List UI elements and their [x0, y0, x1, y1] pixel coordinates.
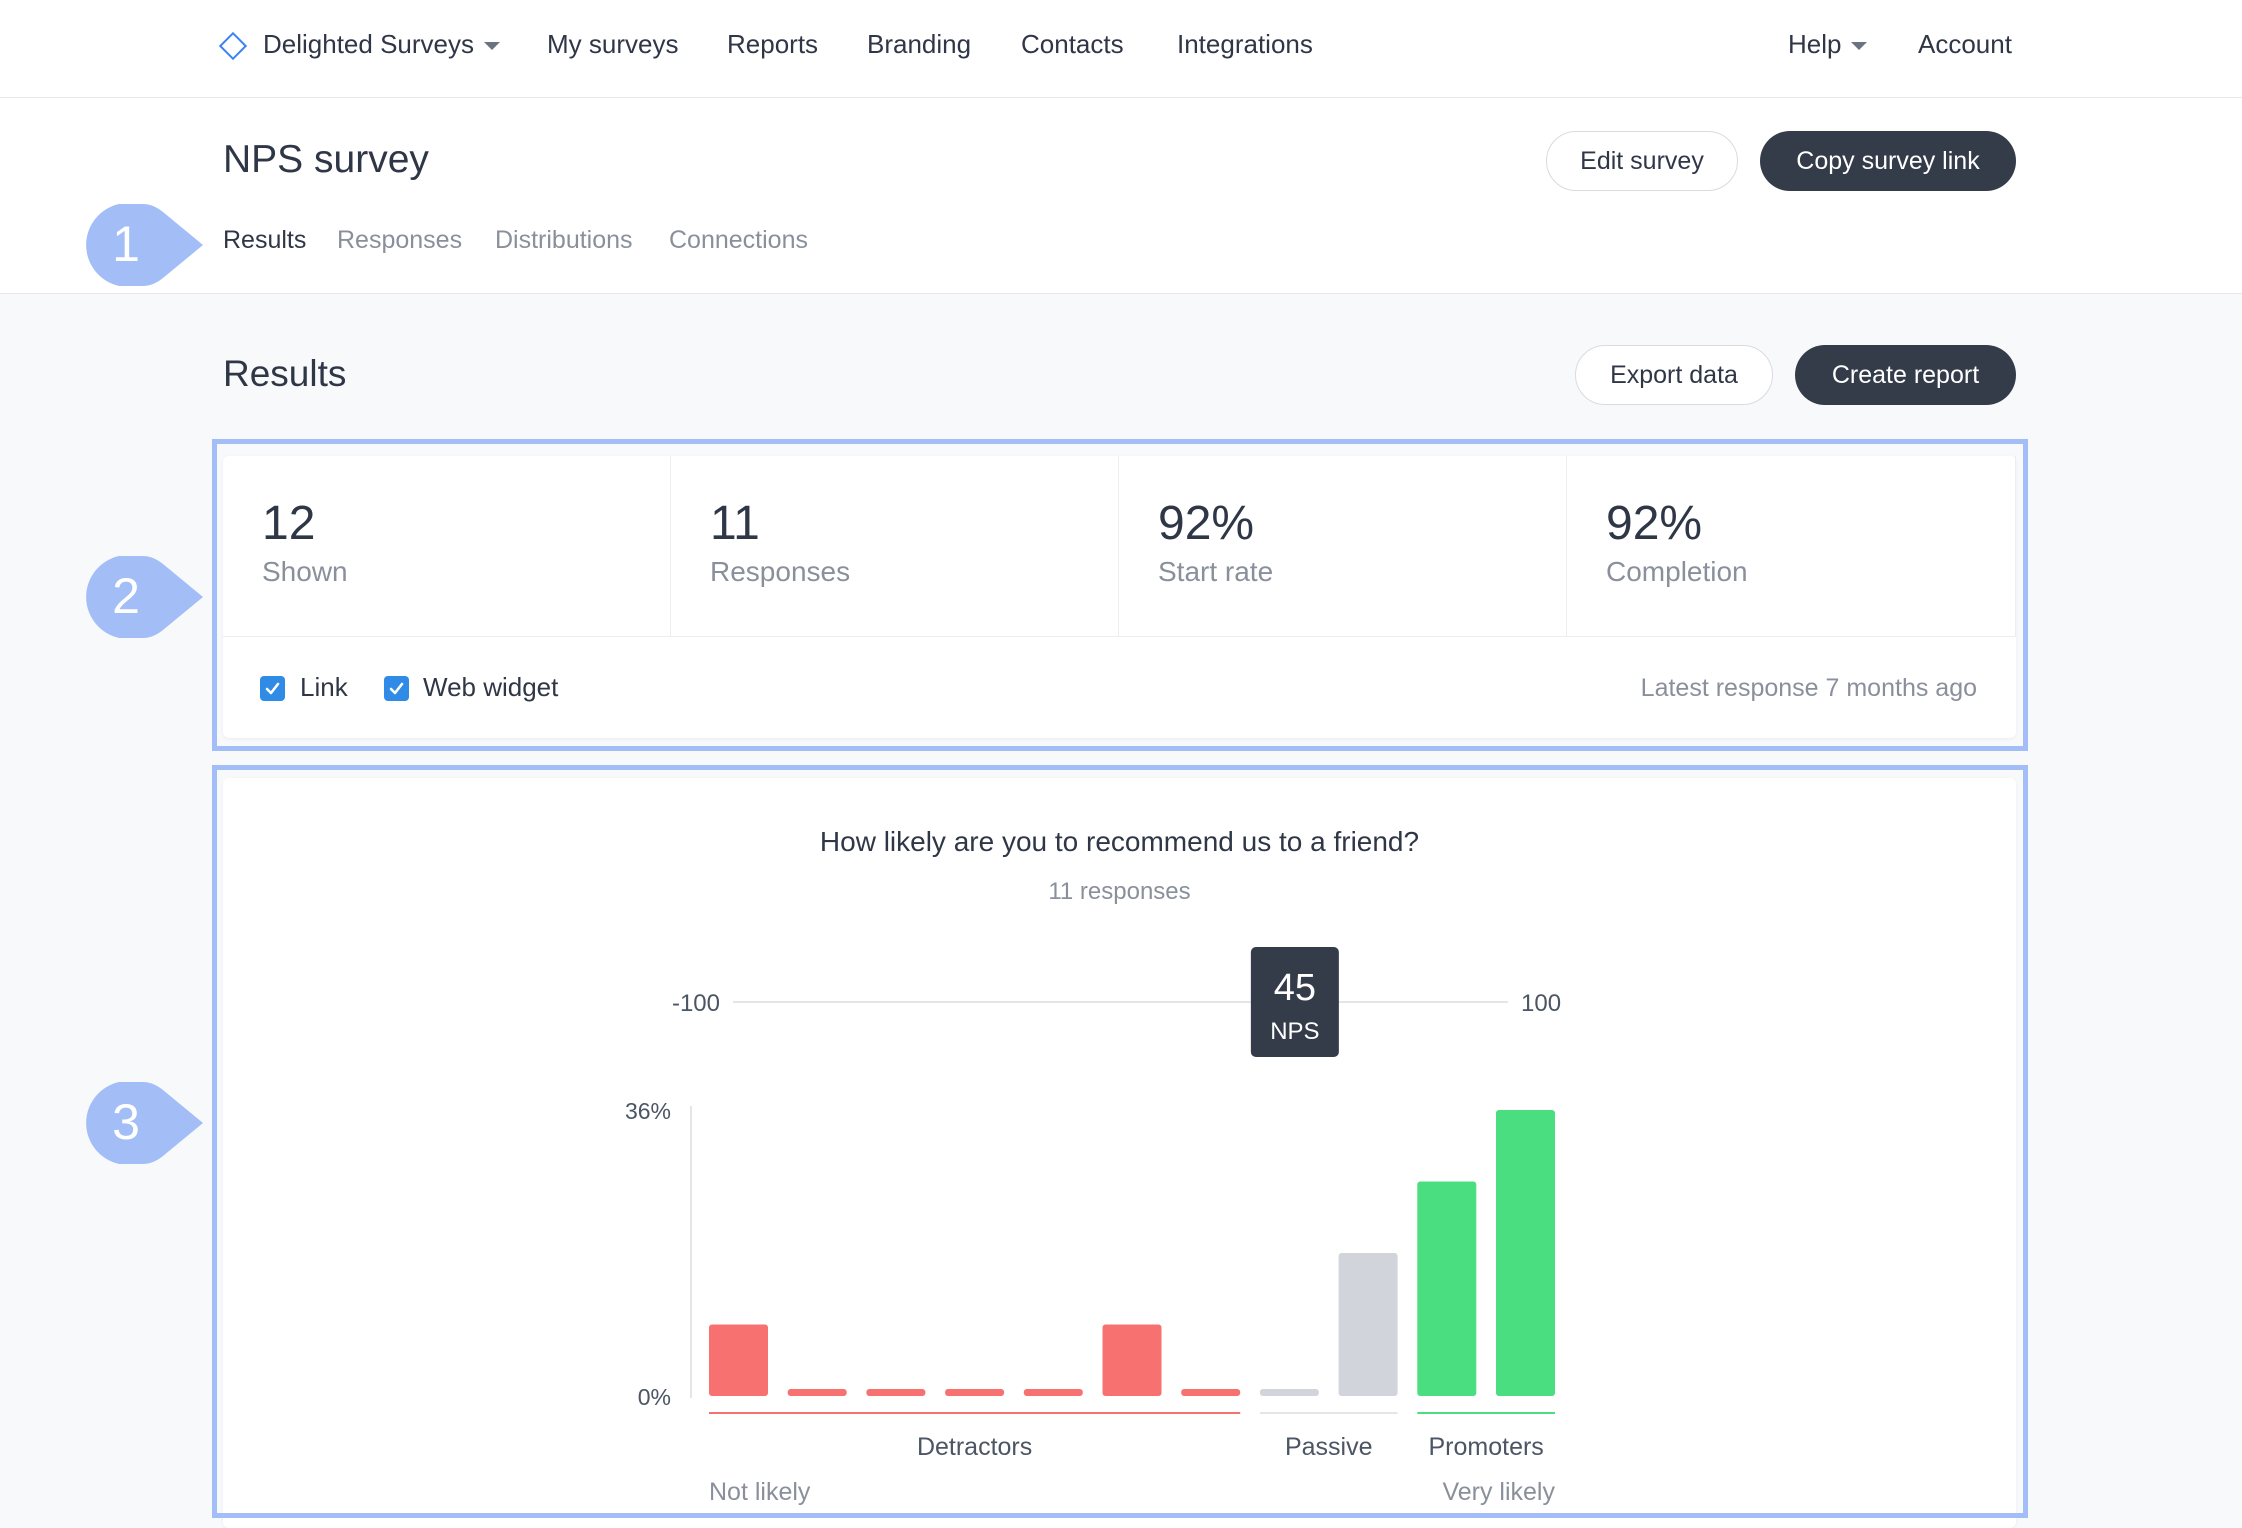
results-title: Results: [223, 353, 347, 394]
latest-response: Latest response 7 months ago: [1640, 674, 1977, 702]
brand-label: Delighted Surveys: [263, 29, 474, 59]
nps-score-label: NPS: [1270, 1018, 1319, 1045]
tab-responses[interactable]: Responses: [337, 226, 463, 254]
nav-contacts[interactable]: Contacts: [1021, 29, 1124, 59]
diamond-logo-icon: [218, 31, 248, 61]
group-label-passive: Passive: [1285, 1433, 1373, 1461]
group-label-promoters: Promoters: [1428, 1433, 1543, 1461]
annotation-frame-3: [212, 765, 2028, 1518]
annotation-marker-2: 2: [86, 556, 203, 638]
top-navigation: Delighted Surveys My surveys Reports Bra…: [0, 0, 2242, 98]
scale-max-label: 100: [1521, 990, 1561, 1017]
group-label-detractors: Detractors: [917, 1433, 1032, 1461]
check-icon: [389, 682, 404, 695]
check-icon: [265, 682, 280, 695]
chevron-down-icon: [484, 42, 500, 51]
nps-bar-6: [1181, 1389, 1241, 1396]
nav-branding[interactable]: Branding: [867, 29, 972, 59]
stat-label: Responses: [710, 556, 851, 587]
annotation-number: 3: [112, 1094, 140, 1150]
annotation-marker-1: 1: [86, 204, 203, 286]
nps-chart: -100 100 45 NPS 36% 0% Detractors Passive Promot…: [625, 947, 1561, 1506]
x-right-label: Very likely: [1442, 1478, 1555, 1506]
nps-bar-2: [866, 1389, 926, 1396]
tab-distributions[interactable]: Distributions: [495, 226, 633, 254]
help-label: Help: [1788, 29, 1842, 59]
create-report-button[interactable]: Create report: [1795, 345, 2016, 405]
nav-integrations[interactable]: Integrations: [1177, 29, 1313, 59]
nav-account[interactable]: Account: [1918, 29, 2012, 59]
stat-responses: 11 Responses: [671, 456, 1119, 636]
nps-chart-card: How likely are you to recommend us to a …: [223, 778, 2016, 1528]
annotation-number: 1: [112, 216, 140, 272]
y-tick-label-min: 0%: [638, 1384, 671, 1410]
y-tick-label-max: 36%: [625, 1098, 671, 1124]
annotation-frame-2: [212, 439, 2028, 751]
nav-my-surveys[interactable]: My surveys: [547, 29, 679, 59]
nps-bar-4: [1023, 1389, 1083, 1396]
response-count: 11 responses: [1048, 878, 1191, 905]
nps-bar-5: [1102, 1324, 1162, 1396]
annotation-marker-3: 3: [86, 1082, 203, 1164]
web-widget-checkbox[interactable]: [384, 676, 409, 701]
stat-value: 92%: [1158, 497, 1255, 550]
page-title: NPS survey: [223, 138, 429, 181]
scale-min-label: -100: [672, 990, 720, 1017]
nps-bar-8: [1338, 1253, 1398, 1396]
annotation-number: 2: [112, 568, 140, 624]
tab-results[interactable]: Results: [223, 226, 307, 254]
chevron-down-icon: [1851, 42, 1868, 51]
nps-bar-3: [945, 1389, 1005, 1396]
stat-value: 11: [710, 497, 760, 550]
export-data-button[interactable]: Export data: [1575, 345, 1773, 405]
stat-completion: 92% Completion: [1567, 456, 2016, 636]
nps-bar-10: [1496, 1110, 1555, 1396]
stats-footer: Link Web widget Latest response 7 months…: [223, 636, 2016, 738]
edit-survey-button[interactable]: Edit survey: [1546, 131, 1738, 191]
stat-value: 92%: [1606, 497, 1703, 550]
copy-survey-link-button[interactable]: Copy survey link: [1760, 131, 2016, 191]
help-menu[interactable]: Help: [1788, 29, 1868, 60]
brand-menu[interactable]: Delighted Surveys: [263, 29, 500, 60]
stat-label: Start rate: [1158, 556, 1274, 587]
question-title: How likely are you to recommend us to a …: [819, 826, 1420, 857]
stat-label: Completion: [1606, 556, 1748, 587]
stats-card: 12 Shown 11 Responses 92% Start rate 92%…: [223, 456, 2016, 738]
link-checkbox-label[interactable]: Link: [300, 672, 348, 702]
stat-shown: 12 Shown: [223, 456, 671, 636]
stat-value: 12: [262, 497, 316, 550]
stat-label: Shown: [262, 556, 348, 587]
nps-bar-1: [787, 1389, 847, 1396]
nps-bar-0: [709, 1324, 768, 1396]
nps-bar-9: [1417, 1181, 1477, 1396]
web-widget-checkbox-label[interactable]: Web widget: [423, 672, 559, 702]
nav-reports[interactable]: Reports: [727, 29, 819, 59]
nps-score-value: 45: [1274, 967, 1316, 1009]
link-checkbox[interactable]: [260, 676, 285, 701]
survey-header: NPS survey Edit survey Copy survey link …: [0, 98, 2242, 294]
nps-bar-7: [1259, 1389, 1319, 1396]
x-left-label: Not likely: [709, 1478, 811, 1506]
stat-start-rate: 92% Start rate: [1119, 456, 1567, 636]
nps-score-badge: [1250, 947, 1339, 1057]
tab-connections[interactable]: Connections: [669, 226, 808, 254]
